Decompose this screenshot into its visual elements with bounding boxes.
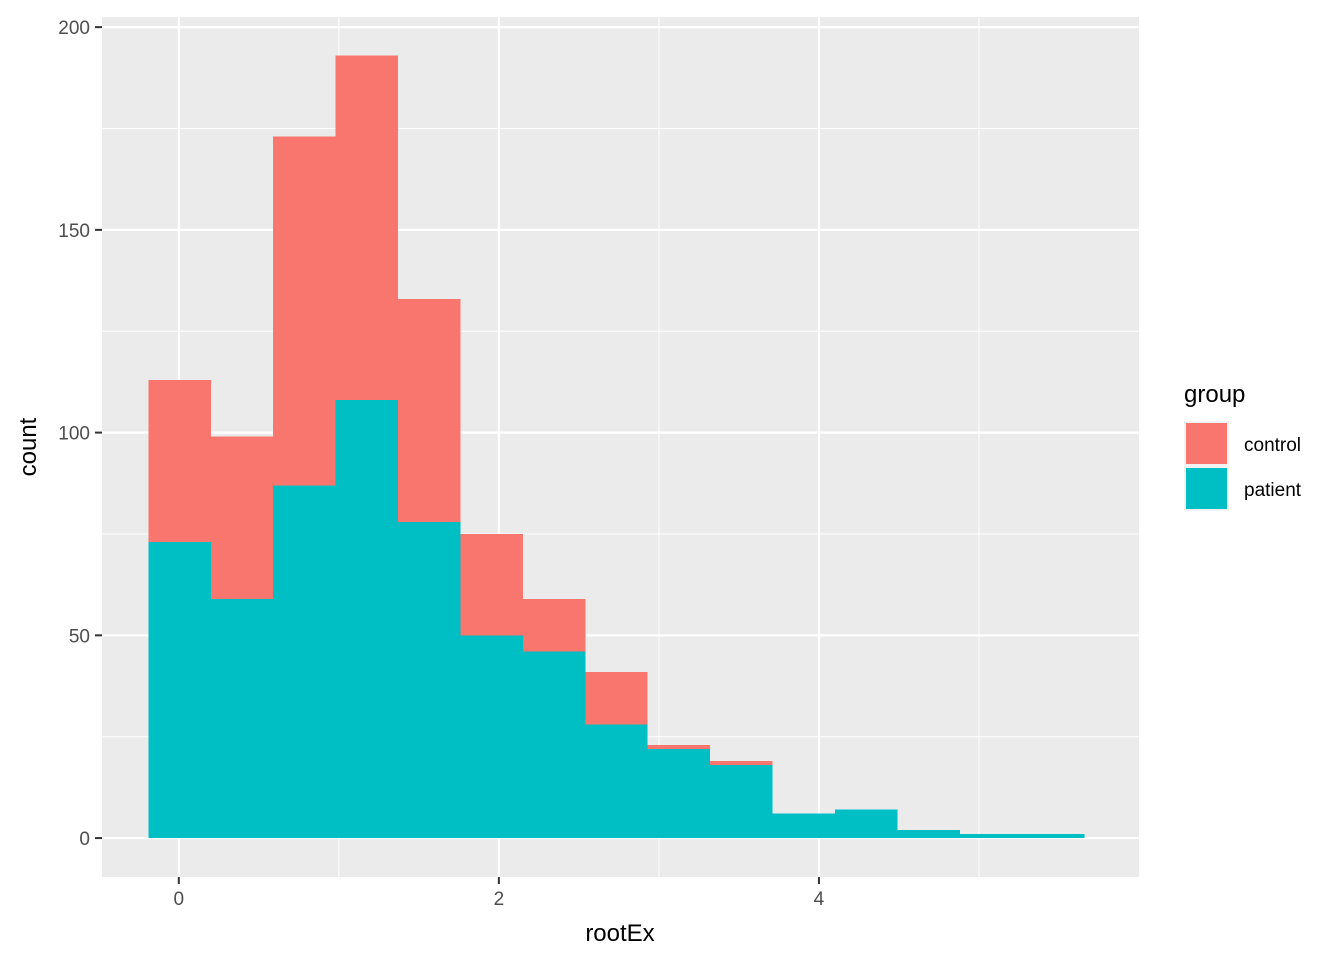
- bar-control: [710, 761, 773, 766]
- bar-patient: [772, 813, 835, 839]
- x-axis-title: rootEx: [585, 920, 654, 947]
- bar-patient: [1022, 834, 1085, 839]
- bar-patient: [647, 748, 711, 839]
- bar-control: [522, 598, 586, 652]
- bar-patient: [210, 598, 274, 839]
- y-tick-label: 200: [58, 18, 90, 39]
- legend-title: group: [1184, 381, 1245, 408]
- bar-patient: [398, 521, 461, 839]
- bar-patient: [335, 400, 399, 839]
- x-tick-label: 2: [494, 889, 505, 910]
- legend-label-control: control: [1244, 435, 1301, 456]
- legend-label-patient: patient: [1244, 480, 1302, 501]
- legend: group control patient: [1184, 381, 1302, 511]
- bar-control: [585, 671, 648, 725]
- x-tick-label: 0: [174, 889, 185, 910]
- bar-patient: [959, 834, 1023, 839]
- bar-control: [210, 436, 274, 599]
- bar-patient: [585, 724, 648, 839]
- bar-patient: [834, 809, 898, 839]
- bar-patient: [522, 651, 586, 839]
- bar-patient: [148, 542, 211, 839]
- bar-control: [398, 298, 461, 522]
- bar-control: [647, 744, 711, 749]
- x-axis: 0 2 4: [174, 877, 825, 910]
- histogram-bars: [148, 55, 1085, 839]
- legend-items: control patient: [1184, 421, 1302, 511]
- bar-control: [460, 533, 523, 636]
- bar-patient: [460, 635, 523, 839]
- legend-swatch-patient: [1186, 468, 1227, 509]
- y-tick-label: 150: [58, 221, 90, 242]
- bar-control: [148, 379, 211, 543]
- bar-patient: [273, 485, 336, 839]
- y-tick-label: 100: [58, 424, 90, 445]
- y-axis: 0 50 100 150 200: [58, 18, 102, 850]
- legend-swatch-control: [1186, 423, 1227, 464]
- x-tick-label: 4: [814, 889, 825, 910]
- y-tick-label: 0: [79, 829, 90, 850]
- bar-patient: [897, 829, 960, 839]
- y-axis-title: count: [15, 417, 42, 476]
- bar-patient: [710, 765, 773, 839]
- bar-control: [273, 136, 336, 486]
- y-tick-label: 50: [69, 626, 90, 647]
- bar-control: [335, 55, 399, 401]
